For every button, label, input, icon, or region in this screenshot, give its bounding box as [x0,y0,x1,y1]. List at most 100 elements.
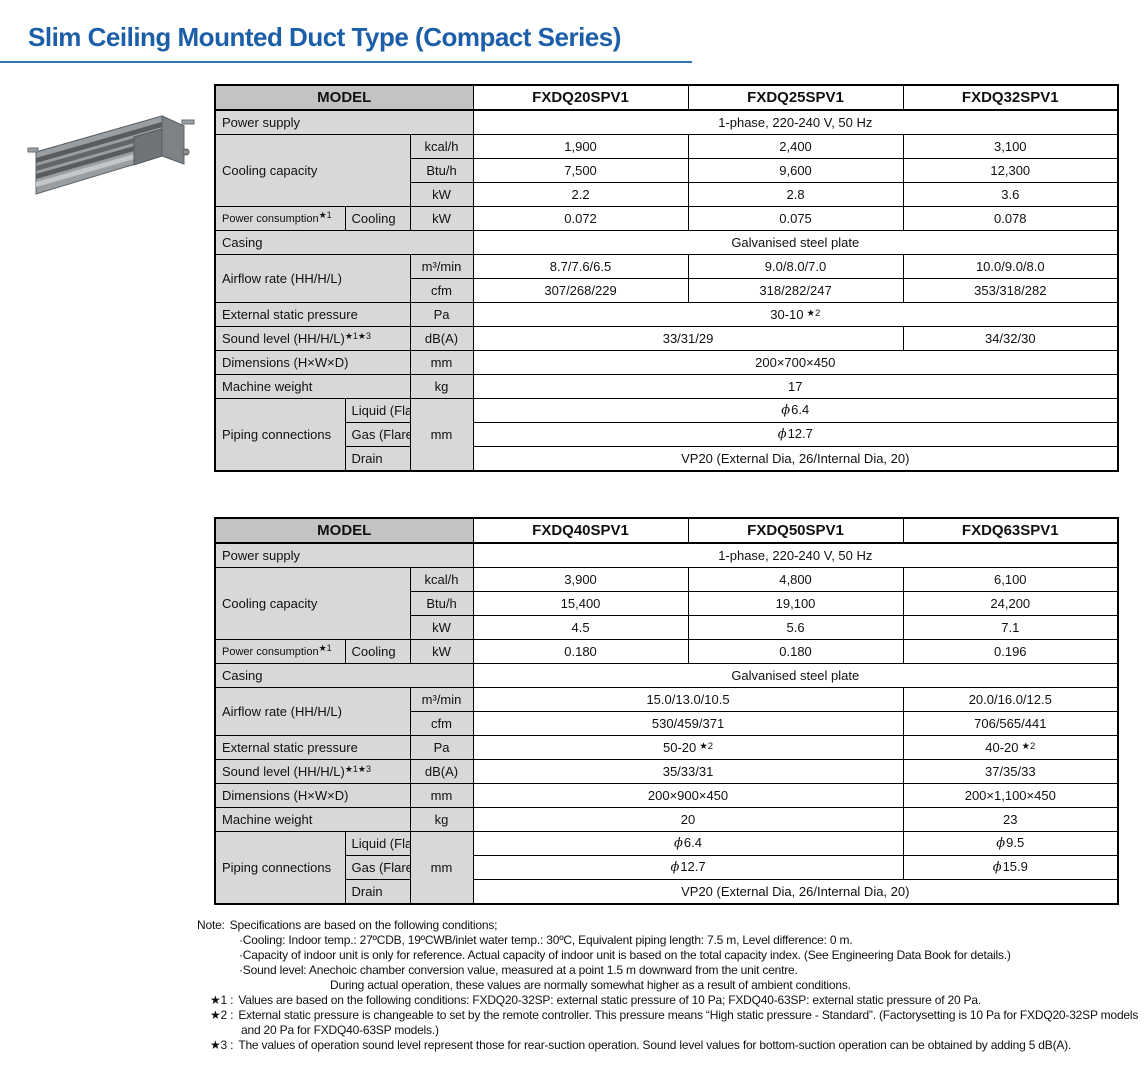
footnote-text: External static pressure is changeable t… [238,1008,1139,1037]
cell-value: 2.2 [472,182,689,207]
casing-value: Galvanised steel plate [472,663,1119,688]
row-label-sound-level: Sound level (HH/H/L)★1★3 [214,326,411,351]
cell-value: 3,900 [472,567,689,592]
unit-kw: kW [409,615,474,640]
row-sublabel-liquid: Liquid (Flare) [344,831,411,856]
cell-value: ϕ12.7 [472,855,904,880]
esp-value: 50-20 ★2 [472,735,904,760]
model-name: FXDQ63SPV1 [902,517,1119,544]
cell-value: 35/33/31 [472,759,904,784]
row-label-casing: Casing [214,230,474,255]
spec-table-fxdq40-63: MODEL FXDQ40SPV1 FXDQ50SPV1 FXDQ63SPV1 P… [214,517,1120,905]
esp-value: 30-10 ★2 [472,302,1119,327]
note-bullet-capacity: ·Capacity of indoor unit is only for ref… [239,948,1011,962]
row-sublabel-gas: Gas (Flare) [344,422,411,447]
cell-value: ϕ15.9 [902,855,1119,880]
table-row: External static pressure Pa 30-10 ★2 [214,302,1119,327]
cell-value: 24,200 [902,591,1119,616]
row-label-sound-level: Sound level (HH/H/L)★1★3 [214,759,411,784]
table-row: Cooling capacity kcal/h 3,900 4,800 6,10… [214,567,1119,640]
row-label-dimensions: Dimensions (H×W×D) [214,783,411,808]
unit-bracket-right [181,119,195,125]
note-intro-line: Note: Specifications are based on the fol… [197,918,1141,933]
table-row: Power supply 1-phase, 220-240 V, 50 Hz [214,109,1119,135]
model-name: FXDQ20SPV1 [472,84,689,111]
cell-value: 0.078 [902,206,1119,231]
cell-value: 19,100 [687,591,904,616]
cell-value: 200×1,100×450 [902,783,1119,808]
cell-value: 200×700×450 [472,350,1119,375]
unit-kw: kW [409,639,474,664]
power-supply-value: 1-phase, 220-240 V, 50 Hz [472,109,1119,135]
unit-outlet-strip [36,146,162,187]
footnote-text: The values of operation sound level repr… [238,1038,1072,1052]
title-underline [0,61,692,63]
model-header: MODEL [214,84,474,111]
footnote-mark: ★2 [1021,740,1036,752]
power-supply-value: 1-phase, 220-240 V, 50 Hz [472,542,1119,568]
cell-value: 1,900 [472,134,689,159]
phi-symbol: ϕ [992,860,1002,876]
cell-value: 4.5 [472,615,689,640]
cell-value: 8.7/7.6/6.5 [472,254,689,279]
table-row: Casing Galvanised steel plate [214,230,1119,255]
model-name: FXDQ25SPV1 [687,84,904,111]
spec-table-fxdq20-32: MODEL FXDQ20SPV1 FXDQ25SPV1 FXDQ32SPV1 P… [214,84,1120,472]
row-label-cooling-capacity: Cooling capacity [214,134,411,207]
unit-cfm: cfm [409,278,474,303]
row-label-power-consumption: Power consumption★1 [214,639,346,664]
footnote-mark: ★1★3 [344,330,371,341]
row-sublabel-drain: Drain [344,446,411,472]
unit-mm: mm [409,350,474,375]
table-row: Gas (Flare) ϕ12.7 [215,422,1119,447]
cell-value: 23 [902,807,1119,832]
cell-value: 9.0/8.0/7.0 [687,254,904,279]
row-label-cooling-capacity: Cooling capacity [214,567,411,640]
cell-value: 33/31/29 [472,326,904,351]
footnote-star2: ★2 : External static pressure is changeab… [197,1008,1141,1038]
table-row: Airflow rate (HH/H/L) m³/min 8.7/7.6/6.5… [214,254,1119,303]
row-label-airflow: Airflow rate (HH/H/L) [214,254,411,303]
table-row: Casing Galvanised steel plate [214,663,1119,688]
model-header: MODEL [214,517,474,544]
notes-section: Note: Specifications are based on the fol… [197,918,1141,1053]
cell-value: VP20 (External Dia, 26/Internal Dia, 20) [472,879,1119,905]
table-row: MODEL FXDQ40SPV1 FXDQ50SPV1 FXDQ63SPV1 [214,517,1119,544]
cell-value: 0.072 [472,206,689,231]
unit-mm: mm [409,783,474,808]
row-sublabel-drain: Drain [344,879,411,905]
unit-dba: dB(A) [409,326,474,351]
cell-value: 17 [472,374,1119,399]
cell-value: 15.0/13.0/10.5 [472,687,904,712]
cell-value: 4,800 [687,567,904,592]
row-label-machine-weight: Machine weight [214,807,411,832]
table-row: Power consumption★1 Cooling kW 0.180 0.1… [214,639,1119,664]
row-label-piping: Piping connections [214,831,346,905]
table-row: Cooling capacity kcal/h 1,900 2,400 3,10… [214,134,1119,207]
table-row: Drain VP20 (External Dia, 26/Internal Di… [215,446,1119,472]
casing-value: Galvanised steel plate [472,230,1119,255]
model-name: FXDQ50SPV1 [687,517,904,544]
unit-kg: kg [409,374,474,399]
cell-value: 37/35/33 [902,759,1119,784]
cell-value: 7,500 [472,158,689,183]
unit-bracket-left [27,147,39,153]
row-sublabel-cooling: Cooling [344,206,411,231]
note-bullet-sound: ·Sound level: Anechoic chamber conversio… [239,963,798,977]
unit-kcalh: kcal/h [409,567,474,592]
cell-value: 0.180 [687,639,904,664]
cell-value: 12,300 [902,158,1119,183]
unit-btuh: Btu/h [409,158,474,183]
footnote-mark: ★2 [699,740,714,752]
cell-value: ϕ6.4 [472,398,1119,423]
unit-btuh: Btu/h [409,591,474,616]
table-row: External static pressure Pa 50-20 ★2 40-2… [214,735,1119,760]
table-row: Machine weight kg 17 [214,374,1119,399]
unit-slat [36,138,162,179]
cell-value: 7.1 [902,615,1119,640]
table-row: Gas (Flare) ϕ12.7 ϕ15.9 [215,855,1119,880]
unit-mm: mm [409,831,474,905]
row-label-piping: Piping connections [214,398,346,472]
footnote-marker: ★1 : [210,993,234,1007]
